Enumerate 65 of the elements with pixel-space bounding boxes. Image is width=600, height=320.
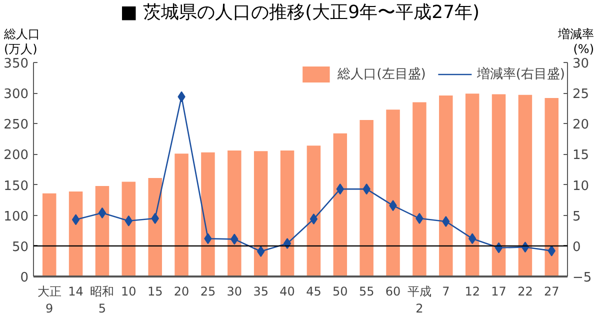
y2-axis-title: 増減率 (%)	[558, 27, 594, 57]
x-tick-label: 40	[280, 284, 295, 298]
x-tick-label: 昭和 5	[90, 284, 114, 316]
x-tick-label: 20	[174, 284, 190, 298]
y2-tick-label: 15	[572, 148, 590, 164]
legend-label: 増減率(右目盛)	[476, 66, 565, 83]
x-tick-label: 30	[226, 284, 242, 298]
bar	[518, 94, 532, 276]
bar	[148, 178, 162, 276]
bar	[306, 146, 321, 276]
x-tick-label: 10	[121, 284, 136, 298]
bar	[386, 110, 400, 276]
x-tick-label: 50	[332, 284, 348, 298]
x-tick-label: 60	[385, 284, 401, 298]
y2-tick-label: 30	[572, 56, 590, 72]
y-axis-title: 総人口 (万人)	[4, 27, 40, 57]
bar	[42, 193, 56, 276]
x-tick-label: 大正 9	[37, 284, 62, 316]
x-tick-label: 27	[544, 284, 560, 298]
bar	[174, 154, 188, 276]
bar	[201, 152, 215, 276]
y-tick-label: 250	[4, 118, 29, 133]
bar	[122, 182, 136, 276]
bar	[280, 150, 294, 276]
point	[98, 207, 106, 218]
chart-title: ■ 茨城県の人口の推移(大正9年〜平成27年)	[120, 1, 480, 25]
x-tick-label: 22	[518, 284, 533, 298]
y2-tick-label: 0	[572, 240, 581, 255]
legend-label: 総人口(左目盛)	[338, 66, 426, 83]
x-tick-label: 35	[253, 284, 268, 298]
bar	[492, 94, 506, 276]
bar	[333, 133, 348, 276]
bar	[465, 94, 480, 276]
y2-tick-label: 10	[572, 178, 590, 194]
x-tick-label: 平成 2	[407, 284, 432, 316]
x-tick-label: 17	[491, 284, 506, 298]
bar	[412, 102, 426, 276]
y2-tick-label: 20	[572, 118, 590, 133]
x-tick-label: 7	[442, 284, 450, 298]
bar	[95, 186, 110, 276]
bar	[439, 96, 453, 276]
bar	[228, 150, 242, 276]
x-tick-label: 15	[147, 284, 163, 298]
y-tick-label: 50	[12, 240, 29, 255]
bar	[68, 192, 83, 276]
x-tick-label: 25	[200, 284, 216, 298]
y2-tick-label: 25	[572, 87, 590, 102]
x-tick-label: 55	[358, 284, 374, 298]
y-tick-label: 350	[4, 56, 29, 72]
point	[283, 238, 292, 249]
y-tick-label: 0	[20, 270, 29, 286]
y-tick-label: 300	[4, 87, 29, 102]
y2-tick-label: −5	[572, 270, 592, 286]
bar	[360, 120, 374, 276]
y-tick-label: 150	[4, 178, 29, 194]
y2-tick-label: 5	[572, 209, 581, 224]
x-tick-label: 45	[306, 284, 322, 298]
x-tick-label: 14	[68, 284, 84, 298]
bar	[254, 151, 268, 276]
y-tick-label: 100	[4, 209, 29, 224]
y-tick-label: 200	[4, 148, 29, 164]
bar	[544, 98, 559, 276]
x-tick-label: 12	[464, 284, 480, 298]
point	[72, 214, 80, 226]
point	[310, 214, 318, 225]
